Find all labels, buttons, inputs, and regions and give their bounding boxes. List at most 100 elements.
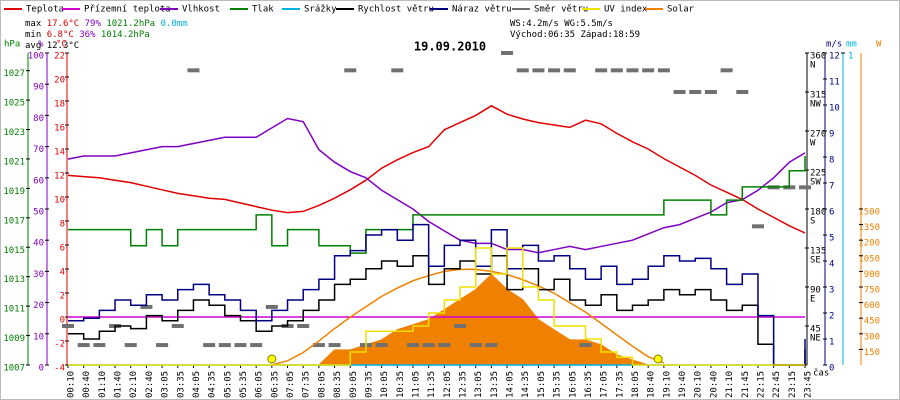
y2-tick-label: 80 xyxy=(33,114,44,124)
y3-tick-label: 1021 xyxy=(3,157,25,167)
x-tick-label: 18:05 xyxy=(631,371,641,398)
wind-direction-mark xyxy=(297,324,310,328)
series-line xyxy=(271,268,665,366)
y3-tick-label: 1017 xyxy=(3,216,25,226)
legend-label: Vlhkost xyxy=(182,5,220,15)
wind-direction-mark xyxy=(673,90,686,94)
y2-tick-label: 70 xyxy=(33,145,44,155)
y-tick-label: 4 xyxy=(60,268,65,278)
wind-direction-mark xyxy=(140,304,153,309)
y4-tick-name: W xyxy=(810,139,816,149)
y5-tick-label: 3 xyxy=(829,286,834,296)
x-tick-label: 11:35 xyxy=(427,371,437,398)
x-tick-label: 04:35 xyxy=(208,371,218,398)
y-axis-label: °C xyxy=(56,40,67,50)
wind-direction-mark xyxy=(799,185,811,190)
x-tick-label: 02:40 xyxy=(145,371,155,398)
x-tick-label: 13:05 xyxy=(474,371,484,398)
x-tick-label: 07:35 xyxy=(302,371,312,398)
y7-tick-label: 450 xyxy=(864,317,880,327)
x-tick-label: 14:05 xyxy=(506,371,516,398)
wind-direction-mark xyxy=(328,343,341,348)
stat-rain: 0.0mm xyxy=(161,19,188,29)
wind-direction-mark xyxy=(610,68,623,73)
x-axis-label: čas xyxy=(813,368,829,379)
stat-label: max xyxy=(25,19,42,29)
y2-tick-label: 50 xyxy=(33,208,44,218)
wind-direction-mark xyxy=(642,68,655,73)
y3-tick-label: 1013 xyxy=(3,275,25,285)
wind-direction-mark xyxy=(720,68,733,73)
y5-tick-label: 1 xyxy=(829,338,834,348)
wind-direction-mark xyxy=(93,343,106,348)
y5-tick-label: 5 xyxy=(829,234,834,244)
x-tick-label: 08:35 xyxy=(333,371,343,398)
y6-axis-label: mm xyxy=(846,40,857,50)
y2-tick-label: 90 xyxy=(33,83,44,93)
wind-direction-mark xyxy=(595,68,608,73)
y-tick-label: 12 xyxy=(54,172,65,182)
y2-tick-label: 30 xyxy=(33,270,44,280)
wind-direction-mark xyxy=(77,343,90,348)
wind-direction-mark xyxy=(438,343,451,348)
y5-tick-label: 4 xyxy=(829,260,834,270)
sunrise-label: Východ: xyxy=(510,30,548,40)
x-tick-label: 17:35 xyxy=(615,371,625,398)
legend-label: Teplota xyxy=(26,5,64,15)
y7-tick-label: 900 xyxy=(864,270,880,280)
stat-press: 1021.2hPa xyxy=(106,19,155,29)
y4-tick-label: 360 xyxy=(810,52,826,62)
legend-label: UV index xyxy=(604,5,648,15)
stat-wg: WG:5.5m/s xyxy=(564,19,613,29)
x-tick-label: 23:15 xyxy=(788,371,798,398)
x-tick-label: 17:05 xyxy=(600,371,610,398)
x-tick-label: 01:40 xyxy=(114,371,124,398)
y7-tick-label: 1200 xyxy=(858,239,880,249)
x-tick-label: 20:40 xyxy=(709,371,719,398)
x-tick-label: 13:35 xyxy=(490,371,500,398)
x-tick-label: 21:10 xyxy=(725,371,735,398)
wind-direction-mark xyxy=(469,343,482,348)
x-tick-label: 22:45 xyxy=(772,371,782,398)
y7-axis-label: W xyxy=(876,40,882,50)
x-tick-label: 19:10 xyxy=(662,371,672,398)
wind-direction-mark xyxy=(501,51,514,55)
wind-direction-mark xyxy=(171,324,184,328)
wind-direction-mark xyxy=(516,68,529,73)
y-tick-label: 20 xyxy=(54,76,65,86)
wind-direction-mark xyxy=(751,224,764,229)
x-tick-label: 04:05 xyxy=(192,371,202,398)
wind-stats: WS:4.2m/s WG:5.5m/s xyxy=(510,19,613,29)
legend-label: Náraz větru xyxy=(452,5,512,15)
wind-direction-mark xyxy=(563,68,576,73)
y2-tick-label: 20 xyxy=(33,301,44,311)
sun-stats: Východ:06:35 Západ:18:59 xyxy=(510,30,640,40)
x-tick-label: 16:35 xyxy=(584,371,594,398)
series-line xyxy=(67,104,806,234)
wind-direction-mark xyxy=(422,343,435,348)
y7-tick-label: 1050 xyxy=(858,254,880,264)
y2-tick-label: 100 xyxy=(28,52,44,62)
x-tick-label: 22:15 xyxy=(756,371,766,398)
x-tick-label: 23:45 xyxy=(804,371,814,398)
wind-direction-mark xyxy=(375,343,388,348)
stats-avg: avg 12.3°C xyxy=(25,41,79,51)
stat-temp: 12.3°C xyxy=(47,41,80,51)
y3-tick-label: 1007 xyxy=(3,364,25,374)
wind-direction-mark xyxy=(485,343,498,348)
x-tick-label: 10:35 xyxy=(396,371,406,398)
x-tick-label: 10:05 xyxy=(380,371,390,398)
wind-direction-mark xyxy=(203,343,216,348)
series-line xyxy=(67,117,806,254)
x-tick-label: 09:05 xyxy=(349,371,359,398)
y2-axis-label: % xyxy=(38,40,44,50)
x-tick-label: 12:05 xyxy=(443,371,453,398)
x-tick-label: 19:40 xyxy=(678,371,688,398)
stat-label: avg xyxy=(25,41,41,51)
y-tick-label: 10 xyxy=(54,196,65,206)
stat-hum: 36% xyxy=(79,30,96,40)
wind-direction-mark xyxy=(124,343,137,348)
y2-tick-label: 10 xyxy=(33,332,44,342)
wind-direction-mark xyxy=(250,343,263,348)
x-tick-label: 18:40 xyxy=(647,371,657,398)
